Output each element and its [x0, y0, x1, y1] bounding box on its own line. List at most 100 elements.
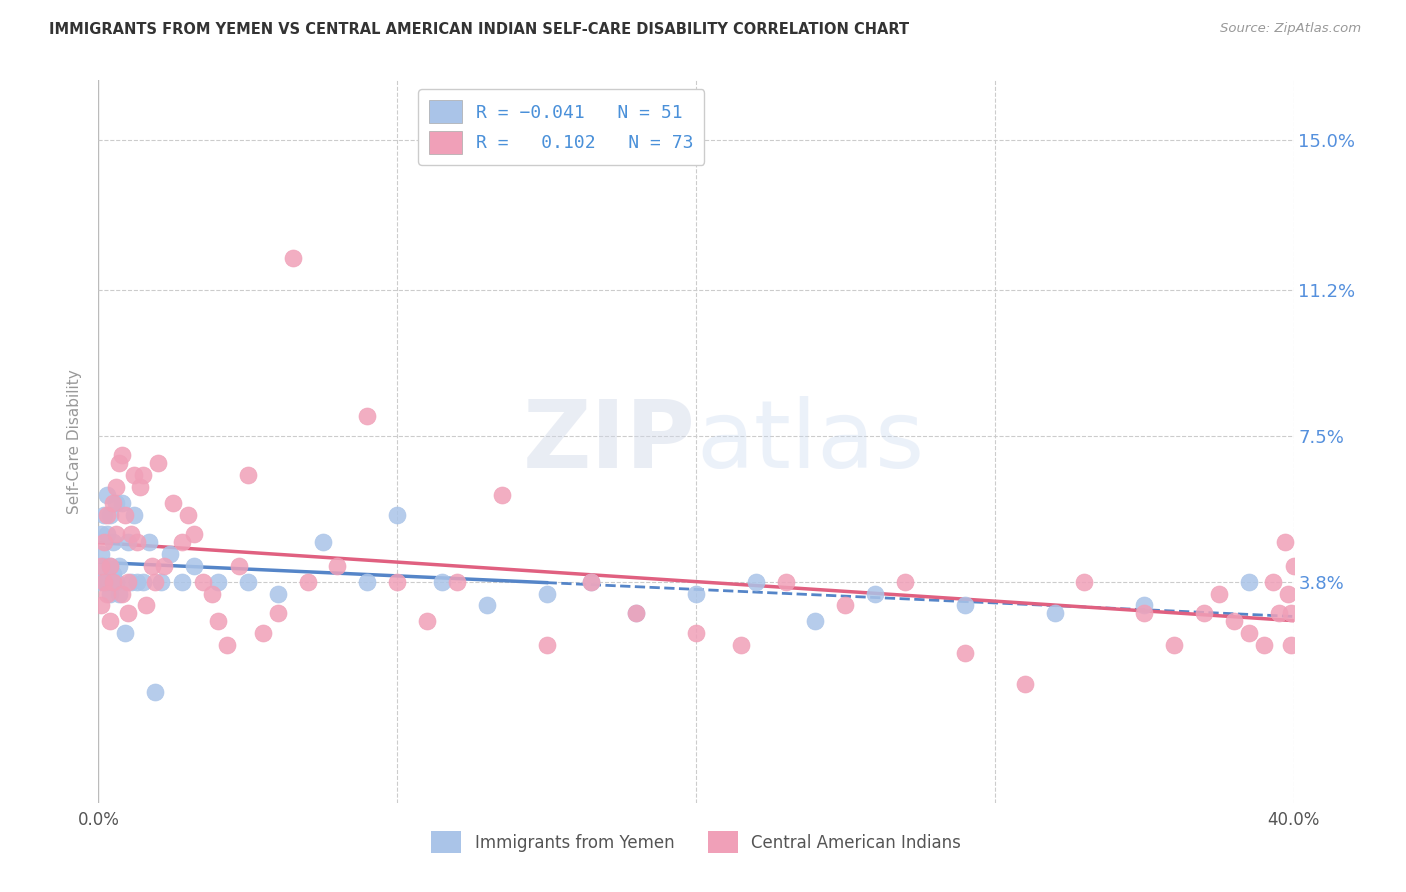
Legend: Immigrants from Yemen, Central American Indians: Immigrants from Yemen, Central American …	[425, 825, 967, 860]
Point	[150, 574, 173, 589]
Point	[143, 685, 166, 699]
Point	[1208, 586, 1230, 600]
Point	[90, 599, 112, 613]
Point	[132, 468, 155, 483]
Point	[475, 599, 498, 613]
Point	[385, 574, 409, 589]
Point	[172, 535, 194, 549]
Point	[98, 558, 122, 573]
Point	[1279, 638, 1302, 652]
Text: atlas: atlas	[696, 395, 924, 488]
Point	[183, 527, 205, 541]
Point	[114, 508, 136, 522]
Point	[1223, 614, 1246, 628]
Point	[804, 614, 827, 628]
Point	[93, 574, 115, 589]
Point	[267, 586, 290, 600]
Point	[416, 614, 439, 628]
Point	[536, 638, 558, 652]
Point	[172, 574, 194, 589]
Point	[117, 535, 139, 549]
Point	[267, 607, 290, 621]
Point	[159, 547, 181, 561]
Text: Source: ZipAtlas.com: Source: ZipAtlas.com	[1220, 22, 1361, 36]
Point	[385, 508, 409, 522]
Point	[108, 558, 131, 573]
Point	[356, 574, 378, 589]
Point	[90, 558, 112, 573]
Point	[491, 488, 513, 502]
Point	[141, 558, 163, 573]
Point	[1279, 607, 1302, 621]
Point	[1267, 607, 1289, 621]
Point	[132, 574, 155, 589]
Point	[252, 626, 274, 640]
Point	[326, 558, 349, 573]
Point	[127, 574, 149, 589]
Point	[953, 646, 976, 660]
Point	[685, 586, 707, 600]
Point	[834, 599, 856, 613]
Point	[120, 574, 142, 589]
Point	[129, 480, 152, 494]
Point	[201, 586, 224, 600]
Point	[108, 586, 131, 600]
Point	[117, 574, 139, 589]
Point	[96, 527, 118, 541]
Point	[103, 535, 125, 549]
Point	[1133, 607, 1156, 621]
Point	[93, 574, 115, 589]
Point	[430, 574, 453, 589]
Point	[98, 508, 122, 522]
Point	[297, 574, 319, 589]
Point	[215, 638, 238, 652]
Point	[103, 574, 125, 589]
Point	[108, 456, 131, 470]
Point	[1163, 638, 1185, 652]
Point	[1253, 638, 1275, 652]
Point	[626, 607, 648, 621]
Point	[745, 574, 768, 589]
Point	[1014, 677, 1036, 691]
Point	[98, 614, 122, 628]
Point	[111, 496, 134, 510]
Point	[775, 574, 797, 589]
Point	[177, 508, 200, 522]
Point	[127, 535, 149, 549]
Point	[581, 574, 603, 589]
Point	[1282, 558, 1305, 573]
Point	[124, 468, 146, 483]
Point	[114, 626, 136, 640]
Point	[93, 508, 115, 522]
Point	[207, 574, 229, 589]
Text: ZIP: ZIP	[523, 395, 696, 488]
Point	[124, 508, 146, 522]
Point	[135, 599, 157, 613]
Point	[153, 558, 176, 573]
Point	[191, 574, 214, 589]
Point	[105, 480, 128, 494]
Point	[536, 586, 558, 600]
Point	[1237, 574, 1260, 589]
Point	[96, 508, 118, 522]
Point	[446, 574, 468, 589]
Point	[90, 574, 112, 589]
Point	[894, 574, 917, 589]
Point	[103, 574, 125, 589]
Point	[356, 409, 378, 423]
Point	[90, 527, 112, 541]
Point	[281, 251, 304, 265]
Point	[1277, 586, 1299, 600]
Point	[143, 574, 166, 589]
Point	[1261, 574, 1284, 589]
Point	[581, 574, 603, 589]
Point	[1274, 535, 1296, 549]
Point	[93, 558, 115, 573]
Y-axis label: Self-Care Disability: Self-Care Disability	[67, 369, 83, 514]
Point	[1073, 574, 1095, 589]
Point	[1237, 626, 1260, 640]
Point	[1192, 607, 1215, 621]
Point	[236, 574, 259, 589]
Point	[90, 547, 112, 561]
Point	[103, 496, 125, 510]
